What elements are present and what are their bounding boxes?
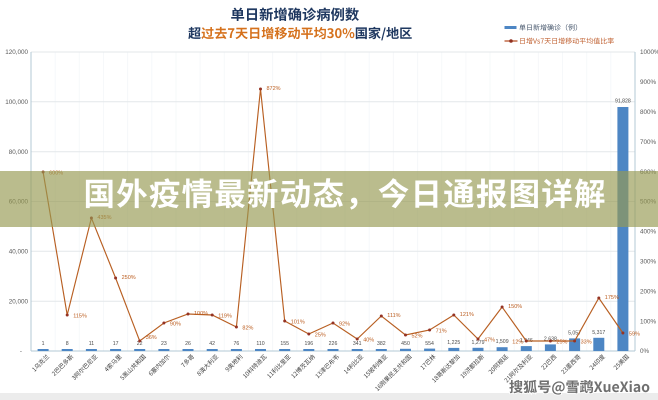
svg-text:175%: 175%	[605, 295, 619, 301]
svg-text:119%: 119%	[218, 314, 232, 320]
svg-text:20,000: 20,000	[9, 298, 29, 305]
svg-text:22: 22	[137, 341, 143, 347]
svg-text:100%: 100%	[194, 311, 208, 317]
svg-text:100%: 100%	[640, 318, 657, 325]
svg-text:1000%: 1000%	[640, 49, 658, 56]
svg-text:300%: 300%	[640, 259, 657, 266]
svg-text:5,317: 5,317	[592, 330, 605, 336]
svg-text:382: 382	[377, 341, 386, 347]
svg-text:36%: 36%	[146, 335, 157, 341]
svg-text:900%: 900%	[640, 79, 657, 86]
svg-text:800%: 800%	[640, 109, 657, 116]
svg-text:12%: 12%	[512, 340, 523, 346]
svg-text:2,638: 2,638	[544, 336, 557, 342]
svg-text:23: 23	[161, 341, 167, 347]
svg-text:1,279: 1,279	[472, 340, 485, 346]
svg-text:1,509: 1,509	[496, 339, 509, 345]
svg-text:82%: 82%	[242, 326, 253, 332]
svg-text:115%: 115%	[73, 314, 87, 320]
svg-text:40,000: 40,000	[9, 249, 29, 256]
svg-text:1,225: 1,225	[447, 340, 460, 346]
svg-text:226: 226	[329, 341, 338, 347]
svg-text:872%: 872%	[267, 86, 281, 92]
svg-text:0%: 0%	[640, 348, 650, 355]
svg-text:-: -	[20, 348, 22, 355]
svg-text:111%: 111%	[387, 313, 400, 319]
svg-text:150%: 150%	[508, 304, 522, 310]
svg-text:76: 76	[234, 341, 240, 347]
svg-text:91,828: 91,828	[615, 99, 631, 105]
svg-text:92%: 92%	[339, 322, 350, 328]
svg-text:8: 8	[66, 341, 69, 347]
svg-text:33%: 33%	[581, 340, 592, 346]
svg-text:120,000: 120,000	[5, 49, 28, 56]
svg-text:1: 1	[42, 341, 45, 347]
svg-text:90%: 90%	[170, 322, 181, 328]
svg-text:80,000: 80,000	[9, 149, 29, 156]
svg-text:200%: 200%	[640, 288, 657, 295]
svg-text:450: 450	[401, 341, 410, 347]
svg-text:71%: 71%	[436, 329, 447, 335]
svg-text:400%: 400%	[640, 229, 657, 236]
svg-text:5,057: 5,057	[568, 330, 581, 336]
svg-text:700%: 700%	[640, 139, 657, 146]
svg-text:11: 11	[89, 341, 94, 347]
svg-text:155: 155	[280, 341, 289, 347]
svg-text:59%: 59%	[629, 332, 640, 338]
svg-text:100,000: 100,000	[5, 99, 28, 106]
svg-text:554: 554	[425, 341, 434, 347]
svg-text:26: 26	[185, 341, 191, 347]
svg-text:52%: 52%	[412, 334, 423, 340]
svg-text:101%: 101%	[291, 320, 305, 326]
svg-text:40%: 40%	[363, 338, 374, 344]
svg-text:25%: 25%	[556, 340, 567, 346]
svg-text:250%: 250%	[122, 275, 136, 281]
svg-text:110: 110	[256, 341, 264, 347]
svg-text:196: 196	[304, 341, 313, 347]
svg-text:121%: 121%	[460, 312, 474, 318]
svg-text:341: 341	[353, 341, 362, 347]
svg-text:42: 42	[209, 341, 215, 347]
svg-text:25%: 25%	[315, 333, 326, 339]
svg-text:17: 17	[113, 341, 119, 347]
svg-text:47%: 47%	[484, 338, 495, 344]
